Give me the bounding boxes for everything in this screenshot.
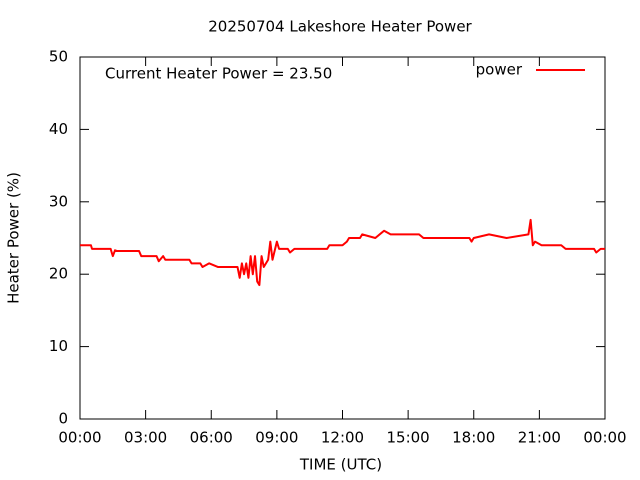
y-axis-label: Heater Power (%) [5, 172, 23, 304]
x-tick-label: 00:00 [583, 429, 626, 447]
annotation: Current Heater Power = 23.50 [105, 65, 332, 83]
x-tick-label: 06:00 [190, 429, 233, 447]
x-tick-label: 21:00 [518, 429, 561, 447]
x-tick-label: 15:00 [387, 429, 430, 447]
y-tick-label: 10 [49, 337, 68, 355]
x-tick-label: 12:00 [321, 429, 364, 447]
x-tick-label: 03:00 [124, 429, 167, 447]
y-tick-label: 40 [49, 120, 68, 138]
y-tick-label: 50 [49, 48, 68, 66]
plot-frame [79, 56, 606, 420]
x-tick-label: 09:00 [255, 429, 298, 447]
series-line [80, 218, 605, 287]
y-tick-label: 30 [49, 192, 68, 210]
x-tick-label: 18:00 [452, 429, 495, 447]
x-tick-label: 00:00 [58, 429, 101, 447]
y-tick-label: 0 [58, 410, 68, 428]
x-axis-label: TIME (UTC) [299, 456, 382, 474]
chart-title: 20250704 Lakeshore Heater Power [208, 18, 472, 36]
y-tick-label: 20 [49, 265, 68, 283]
legend-label: power [476, 61, 523, 79]
